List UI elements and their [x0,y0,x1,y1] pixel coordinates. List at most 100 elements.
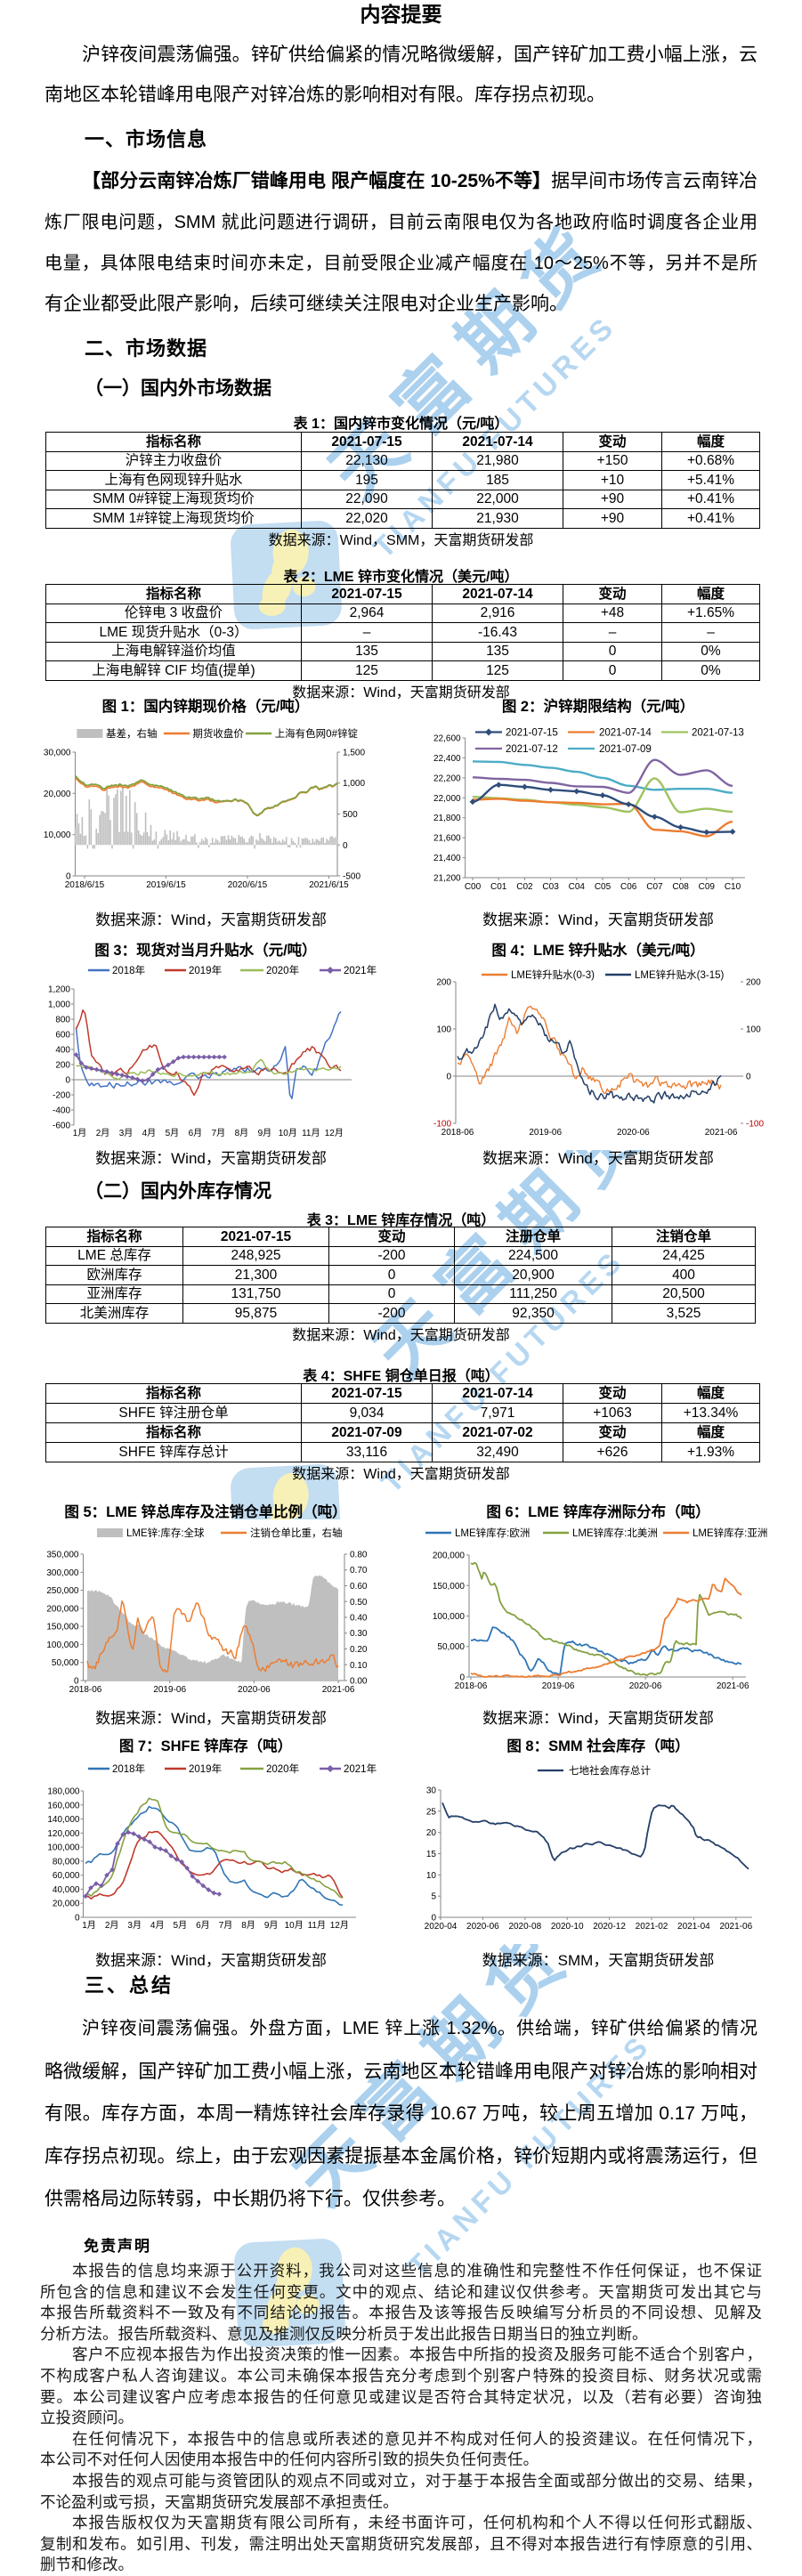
svg-text:120,000: 120,000 [47,1829,80,1839]
svg-text:60,000: 60,000 [53,1871,80,1881]
svg-text:600: 600 [55,1031,70,1041]
svg-text:2018/6/15: 2018/6/15 [65,880,105,890]
svg-text:22,200: 22,200 [433,774,461,783]
svg-text:100,000: 100,000 [47,1843,80,1853]
svg-text:9月: 9月 [258,1128,272,1138]
svg-text:0.40: 0.40 [350,1614,368,1624]
svg-text:0.20: 0.20 [350,1645,368,1655]
svg-text:200: 200 [746,978,761,988]
svg-text:2021/6/15: 2021/6/15 [309,880,349,890]
svg-text:50,000: 50,000 [52,1658,79,1668]
svg-text:2020-10: 2020-10 [551,1922,584,1932]
svg-text:11月: 11月 [302,1128,320,1138]
svg-text:基差，右轴: 基差，右轴 [106,727,158,740]
svg-text:100: 100 [436,1025,451,1035]
svg-text:2019-06: 2019-06 [529,1128,562,1138]
svg-text:400: 400 [55,1046,70,1056]
svg-text:2018年: 2018年 [112,1762,145,1775]
svg-text:2020年: 2020年 [266,964,299,976]
svg-text:200: 200 [55,1061,70,1071]
svg-text:2021-06: 2021-06 [322,1685,355,1695]
svg-text:22,600: 22,600 [433,734,461,744]
svg-text:0.00: 0.00 [350,1677,368,1687]
svg-text:5: 5 [431,1892,436,1902]
svg-text:2020年: 2020年 [266,1762,299,1775]
svg-text:21,200: 21,200 [433,874,461,884]
svg-text:2020-06: 2020-06 [629,1681,662,1691]
svg-text:500: 500 [343,810,358,820]
svg-text:2021年: 2021年 [344,1762,377,1775]
svg-text:350,000: 350,000 [46,1551,79,1560]
svg-text:2018年: 2018年 [112,964,145,976]
svg-text:2019-06: 2019-06 [153,1685,186,1695]
svg-text:C02: C02 [516,882,533,892]
svg-text:LME锌库存:欧洲: LME锌库存:欧洲 [455,1527,530,1539]
svg-text:50,000: 50,000 [437,1642,465,1652]
svg-text:10月: 10月 [279,1128,297,1138]
svg-text:300,000: 300,000 [46,1568,79,1578]
svg-text:2021-04: 2021-04 [677,1922,710,1932]
svg-text:2021-07-12: 2021-07-12 [506,744,558,755]
svg-text:10,000: 10,000 [44,830,71,840]
svg-text:200,000: 200,000 [433,1551,466,1561]
svg-text:2018-06: 2018-06 [442,1128,474,1138]
svg-text:800: 800 [55,1016,70,1025]
svg-text:2018-06: 2018-06 [69,1685,102,1695]
svg-text:22,000: 22,000 [433,794,461,804]
svg-text:C06: C06 [620,882,637,892]
svg-text:20: 20 [426,1828,437,1838]
svg-text:10月: 10月 [285,1920,304,1931]
svg-text:2021-06: 2021-06 [719,1922,752,1932]
svg-text:140,000: 140,000 [47,1815,80,1825]
svg-text:20,000: 20,000 [53,1900,80,1909]
svg-text:-100: -100 [746,1120,764,1130]
svg-text:11月: 11月 [308,1920,326,1931]
svg-text:2020-08: 2020-08 [508,1922,541,1932]
svg-text:160,000: 160,000 [47,1801,80,1810]
svg-text:-200: -200 [53,1091,70,1101]
svg-text:7月: 7月 [212,1128,226,1138]
svg-text:LME锌:库存:全球: LME锌:库存:全球 [126,1527,205,1539]
svg-text:2019/6/15: 2019/6/15 [146,880,186,890]
svg-text:2021-07-13: 2021-07-13 [692,728,744,739]
svg-text:2019年: 2019年 [189,964,222,976]
svg-text:4月: 4月 [150,1920,165,1931]
svg-text:期货收盘价: 期货收盘价 [192,727,244,740]
svg-text:250,000: 250,000 [46,1586,79,1596]
svg-text:2020-04: 2020-04 [425,1922,458,1932]
svg-text:2月: 2月 [105,1920,119,1931]
svg-text:0.60: 0.60 [350,1582,368,1592]
svg-text:C05: C05 [595,882,612,892]
svg-text:9月: 9月 [264,1920,279,1931]
svg-text:2月: 2月 [96,1128,110,1138]
svg-text:2018-06: 2018-06 [455,1681,488,1691]
svg-text:2020-06: 2020-06 [617,1128,650,1138]
svg-text:0.30: 0.30 [350,1629,368,1639]
svg-text:0.70: 0.70 [350,1566,368,1576]
svg-text:150,000: 150,000 [46,1623,79,1632]
svg-text:0.10: 0.10 [350,1661,368,1671]
svg-text:0.80: 0.80 [350,1551,368,1560]
svg-text:22,400: 22,400 [433,754,461,764]
svg-text:3月: 3月 [127,1920,142,1931]
svg-text:2021-07-15: 2021-07-15 [506,728,558,739]
svg-text:200,000: 200,000 [46,1604,79,1614]
svg-text:100,000: 100,000 [433,1612,466,1622]
svg-text:0: 0 [66,872,71,882]
svg-text:1,000: 1,000 [48,1000,70,1010]
svg-text:-400: -400 [53,1106,70,1116]
svg-text:180,000: 180,000 [47,1787,80,1797]
svg-text:20,000: 20,000 [44,790,71,799]
svg-text:C03: C03 [542,882,559,892]
svg-text:七地社会库存总计: 七地社会库存总计 [569,1764,651,1777]
svg-text:8月: 8月 [235,1128,249,1138]
svg-text:6月: 6月 [189,1128,203,1138]
svg-text:1,200: 1,200 [48,985,70,995]
svg-text:100,000: 100,000 [46,1640,79,1650]
svg-text:C00: C00 [465,882,482,892]
svg-text:注销仓单比重，右轴: 注销仓单比重，右轴 [250,1527,343,1539]
svg-text:2020-06: 2020-06 [238,1685,271,1695]
svg-text:2019年: 2019年 [189,1762,222,1775]
svg-text:C07: C07 [646,882,663,892]
svg-text:0: 0 [74,1677,79,1687]
